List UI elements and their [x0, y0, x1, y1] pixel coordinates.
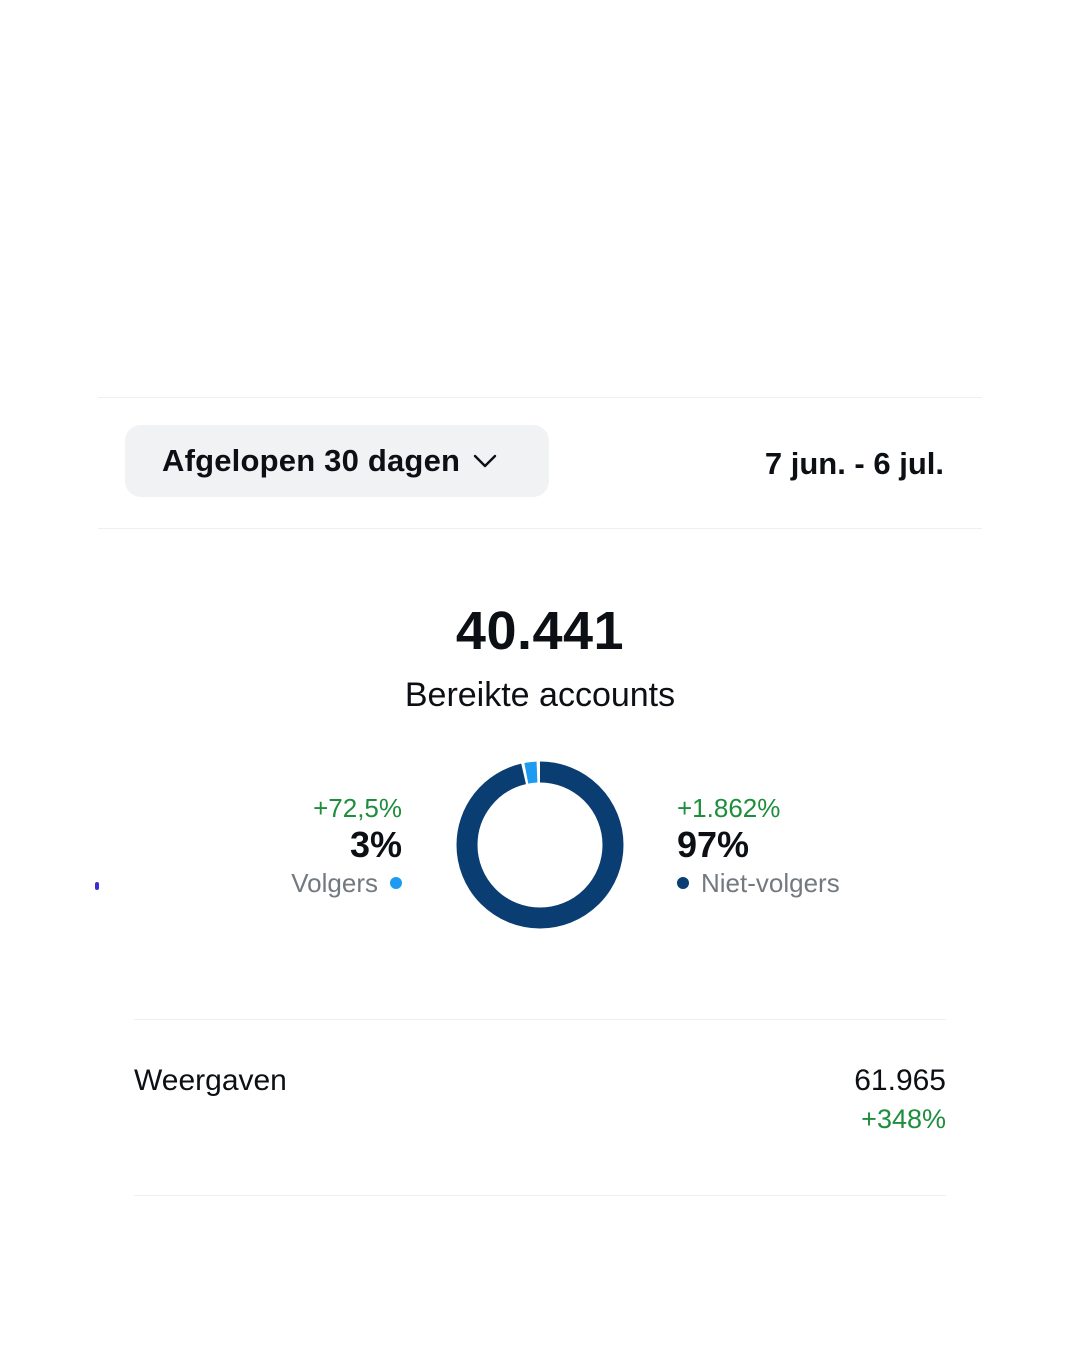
chevron-down-icon [473, 454, 497, 468]
non-followers-change: +1.862% [677, 793, 781, 823]
followers-percent: 3% [349, 824, 402, 865]
donut-segment-non-followers [456, 761, 624, 929]
range-selector-label: Afgelopen 30 dagen [162, 443, 461, 478]
accounts-reached-value: 40.441 [455, 601, 625, 661]
followers-label: Volgers [291, 868, 378, 898]
views-label: Weergaven [134, 1064, 287, 1097]
followers-dot-icon [390, 877, 402, 889]
non-followers-label: Niet-volgers [701, 868, 840, 898]
accounts-reached-label: Bereikte accounts [404, 676, 676, 714]
header-divider [98, 528, 982, 529]
views-value: 61.965 [854, 1064, 946, 1097]
top-divider [98, 397, 982, 398]
non-followers-percent: 97% [677, 824, 750, 865]
metrics-divider-top [134, 1019, 946, 1020]
donut-segment-followers [456, 761, 624, 929]
non-followers-dot-icon [677, 877, 689, 889]
non-followers-stat: +1.862% 97% Niet-volgers [677, 792, 840, 900]
metrics-divider-bottom [134, 1195, 946, 1196]
audience-donut-chart [456, 761, 624, 929]
followers-change: +72,5% [313, 793, 402, 823]
date-range: 7 jun. - 6 jul. [764, 446, 944, 481]
followers-stat: +72,5% 3% Volgers [291, 792, 402, 900]
range-selector-button[interactable]: Afgelopen 30 dagen [125, 425, 549, 497]
views-change: +348% [861, 1104, 946, 1134]
followers-legend: Volgers [291, 866, 402, 900]
stray-mark [95, 882, 99, 890]
non-followers-legend: Niet-volgers [677, 866, 840, 900]
